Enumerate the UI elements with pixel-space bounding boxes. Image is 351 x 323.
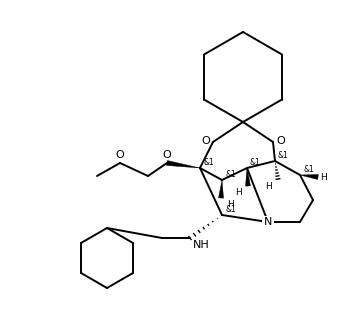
Text: O: O [276, 136, 285, 146]
Text: N: N [264, 217, 272, 227]
Text: O: O [163, 150, 171, 160]
Text: O: O [115, 150, 124, 160]
Text: &1: &1 [226, 170, 237, 179]
Text: &1: &1 [225, 205, 236, 214]
Text: &1: &1 [203, 158, 214, 167]
Text: H: H [320, 173, 327, 182]
Polygon shape [219, 180, 224, 198]
Polygon shape [300, 174, 318, 180]
Text: O: O [201, 136, 210, 146]
Text: H: H [235, 188, 242, 197]
Text: &1: &1 [250, 158, 261, 167]
Text: NH: NH [193, 240, 210, 250]
Polygon shape [167, 161, 200, 168]
Text: &1: &1 [278, 151, 289, 160]
Text: &1: &1 [303, 165, 314, 174]
Text: H: H [227, 200, 234, 209]
Text: H: H [265, 182, 272, 191]
Polygon shape [245, 168, 251, 186]
